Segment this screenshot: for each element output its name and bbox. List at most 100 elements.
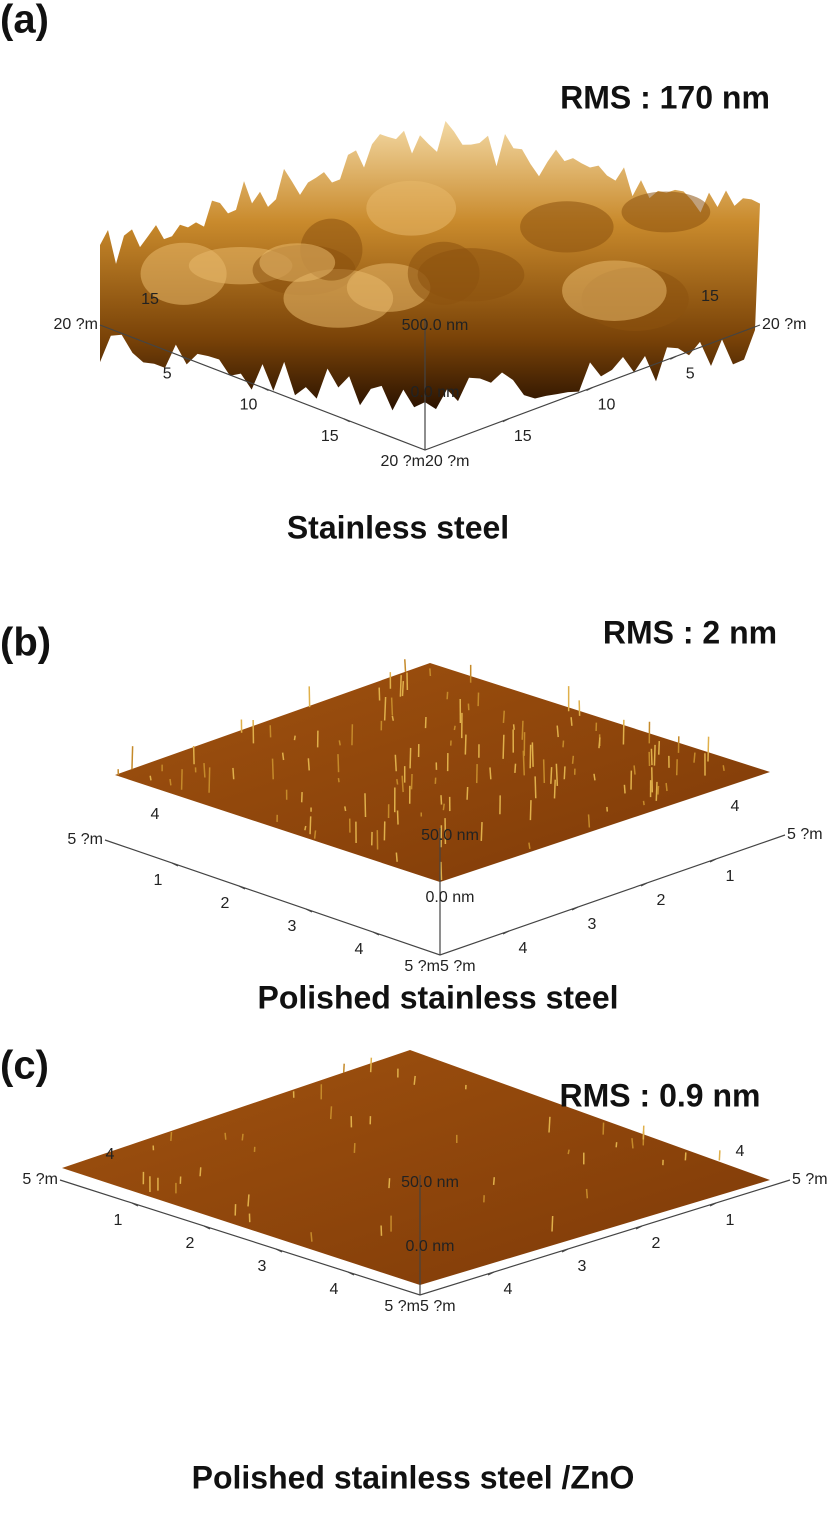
surface-spike <box>631 1138 634 1149</box>
surface-spike <box>410 773 413 790</box>
surface-spike <box>563 766 566 780</box>
tick-mark <box>275 1248 283 1253</box>
z-top-label: 500.0 nm <box>402 317 469 334</box>
surface-spike <box>329 1106 333 1120</box>
axis-end-label: 20 ?m <box>54 316 98 333</box>
axis-end-label: 5 ?m <box>67 831 103 848</box>
tick-label: 1 <box>114 1212 123 1229</box>
surface-spike <box>309 816 312 835</box>
surface-spike <box>570 717 573 726</box>
surface-spike <box>344 806 347 812</box>
surface-spike <box>466 786 469 800</box>
rms-label: RMS : 0.9 nm <box>560 1077 761 1113</box>
surface-spike <box>480 822 483 841</box>
tick-mark <box>487 1271 495 1276</box>
afm-surface <box>115 663 770 882</box>
surface-spike <box>623 784 626 794</box>
surface-spike <box>571 755 575 764</box>
surface-spike <box>593 773 596 781</box>
surface-spike <box>271 758 274 780</box>
axis-end-label: 5 ?m <box>787 826 823 843</box>
surface-spike <box>514 763 517 773</box>
tick-label: 3 <box>588 916 597 933</box>
surface-spike <box>401 775 404 793</box>
surface-spike <box>522 750 525 776</box>
panel-caption: Polished stainless steel <box>257 979 618 1015</box>
surface-spike <box>304 825 307 831</box>
surface-spike <box>396 810 399 825</box>
tick-mark <box>180 355 188 360</box>
back-tick-label: 4 <box>151 806 160 823</box>
corner-label: 5 ?m <box>420 1298 456 1315</box>
surface-spike <box>170 1131 173 1142</box>
tick-mark <box>203 1225 211 1230</box>
surface-spike <box>247 1194 250 1207</box>
surface-grain <box>562 260 667 321</box>
surface-spike <box>440 795 443 805</box>
surface-spike <box>131 746 134 770</box>
surface-spike <box>587 814 591 828</box>
surface-spike <box>313 830 317 839</box>
surface-spike <box>657 785 660 795</box>
panel-label: (c) <box>0 1044 49 1088</box>
z-top-label: 50.0 nm <box>421 827 479 844</box>
corner-label: 5 ?m <box>440 958 476 975</box>
corner-label: 20 ?m <box>425 453 469 470</box>
surface-spike <box>707 736 710 762</box>
back-tick-label: 4 <box>736 1143 745 1160</box>
surface-spike <box>633 765 636 775</box>
surface-spike <box>521 720 524 740</box>
surface-spike <box>369 1057 373 1073</box>
surface-spike <box>492 1177 496 1186</box>
tick-mark <box>238 885 246 890</box>
surface-spike <box>404 659 407 673</box>
surface-spike <box>562 740 565 748</box>
surface-spike <box>409 747 412 769</box>
rms-label: RMS : 170 nm <box>560 79 770 115</box>
surface-spike <box>718 1150 721 1161</box>
surface-spike <box>281 752 285 761</box>
tick-label: 3 <box>578 1258 587 1275</box>
tick-label: 4 <box>519 940 528 957</box>
rms-label: RMS : 2 nm <box>603 614 777 650</box>
surface-spike <box>502 734 505 759</box>
panel-label: (a) <box>0 0 49 42</box>
tick-mark <box>709 858 717 863</box>
corner-label: 20 ?m <box>381 453 425 470</box>
tick-label: 5 <box>686 365 695 382</box>
back-tick-label: 4 <box>106 1146 115 1163</box>
corner-label: 5 ?m <box>404 958 440 975</box>
tick-mark <box>640 882 648 887</box>
corner-label: 5 ?m <box>384 1298 420 1315</box>
tick-label: 2 <box>652 1235 661 1252</box>
surface-spike <box>388 1178 391 1189</box>
surface-spike <box>642 800 645 806</box>
tick-label: 4 <box>355 941 364 958</box>
surface-spike <box>390 697 394 716</box>
tick-label: 2 <box>221 895 230 912</box>
tick-mark <box>669 355 677 360</box>
tick-label: 3 <box>288 918 297 935</box>
tick-mark <box>571 906 579 911</box>
surface-spike <box>550 767 553 784</box>
surface-spike <box>529 800 532 821</box>
tick-mark <box>502 930 510 935</box>
surface-spike <box>512 724 515 730</box>
surface-spike <box>232 767 235 780</box>
tick-mark <box>305 908 313 913</box>
surface-spike <box>528 842 531 850</box>
tick-mark <box>502 418 510 423</box>
surface-spike <box>395 852 398 862</box>
surface-spike <box>598 737 601 749</box>
surface-grain <box>621 191 711 233</box>
tick-mark <box>171 862 179 867</box>
z-top-label: 50.0 nm <box>401 1174 459 1191</box>
z-bottom-label: 0.0 nm <box>406 1238 455 1255</box>
surface-spike <box>307 758 310 771</box>
tick-mark <box>262 386 269 392</box>
tick-label: 1 <box>726 1212 735 1229</box>
surface-spike <box>542 759 546 783</box>
surface-spike <box>556 725 559 738</box>
